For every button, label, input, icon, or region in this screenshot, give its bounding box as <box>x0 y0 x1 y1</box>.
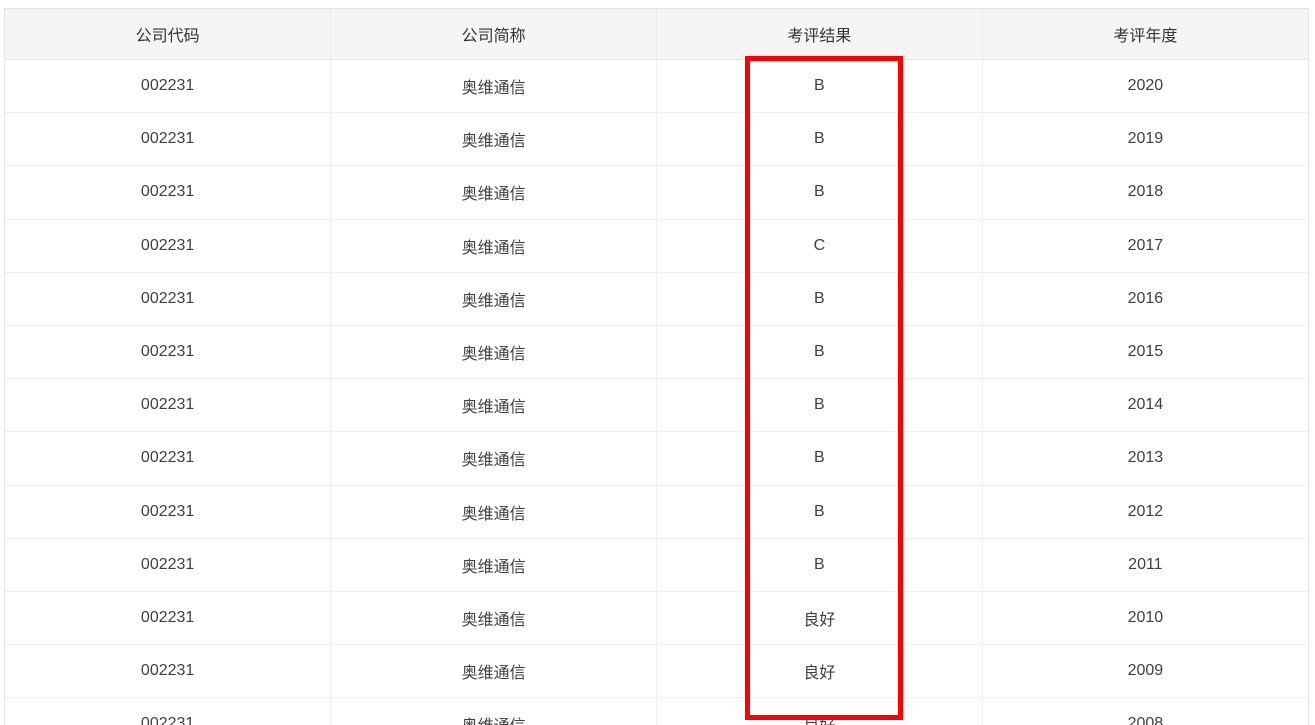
table-body: 002231 奥维通信 B 2020 002231 奥维通信 B 2019 002231 奥维通信… <box>5 59 1308 725</box>
cell-result: B <box>656 538 983 592</box>
cell-code: 002231 <box>5 538 332 592</box>
cell-result: B <box>656 112 983 167</box>
cell-year: 2016 <box>982 272 1308 326</box>
cell-result: C <box>656 219 983 273</box>
table-row: 002231 奥维通信 B 2020 <box>5 59 1308 114</box>
cell-name: 奥维通信 <box>330 485 657 539</box>
cell-result: 良好 <box>656 591 983 646</box>
cell-name: 奥维通信 <box>330 431 657 486</box>
cell-year: 2013 <box>982 431 1308 486</box>
cell-result: B <box>656 485 983 539</box>
cell-result: B <box>656 272 983 326</box>
cell-year: 2010 <box>982 591 1308 646</box>
table-row: 002231 奥维通信 B 2014 <box>5 378 1308 433</box>
cell-result: 良好 <box>656 697 983 725</box>
table-row: 002231 奥维通信 B 2012 <box>5 485 1308 539</box>
column-header-name: 公司简称 <box>330 9 657 60</box>
cell-year: 2020 <box>982 59 1308 114</box>
table-row: 002231 奥维通信 C 2017 <box>5 219 1308 273</box>
cell-code: 002231 <box>5 325 332 380</box>
cell-result: B <box>656 59 983 114</box>
cell-name: 奥维通信 <box>330 538 657 592</box>
cell-result: B <box>656 325 983 380</box>
cell-code: 002231 <box>5 697 332 725</box>
cell-year: 2017 <box>982 219 1308 273</box>
table-row: 002231 奥维通信 B 2013 <box>5 431 1308 486</box>
evaluation-table: 公司代码 公司简称 考评结果 考评年度 002231 奥维通信 B 2020 002231 奥维… <box>4 8 1309 725</box>
cell-result: B <box>656 165 983 220</box>
table-header: 公司代码 公司简称 考评结果 考评年度 <box>5 9 1308 60</box>
cell-year: 2019 <box>982 112 1308 167</box>
cell-code: 002231 <box>5 165 332 220</box>
cell-name: 奥维通信 <box>330 219 657 273</box>
table-row: 002231 奥维通信 良好 2009 <box>5 644 1308 699</box>
table-row: 002231 奥维通信 B 2016 <box>5 272 1308 326</box>
cell-name: 奥维通信 <box>330 112 657 167</box>
cell-year: 2015 <box>982 325 1308 380</box>
cell-code: 002231 <box>5 378 332 433</box>
cell-name: 奥维通信 <box>330 378 657 433</box>
cell-name: 奥维通信 <box>330 272 657 326</box>
cell-code: 002231 <box>5 219 332 273</box>
table-row: 002231 奥维通信 良好 2010 <box>5 591 1308 646</box>
cell-year: 2014 <box>982 378 1308 433</box>
table-row: 002231 奥维通信 B 2019 <box>5 112 1308 167</box>
cell-name: 奥维通信 <box>330 165 657 220</box>
table-row: 002231 奥维通信 B 2015 <box>5 325 1308 380</box>
column-header-code: 公司代码 <box>5 9 332 60</box>
data-table: 公司代码 公司简称 考评结果 考评年度 002231 奥维通信 B 2020 002231 奥维… <box>5 9 1308 725</box>
cell-code: 002231 <box>5 112 332 167</box>
cell-code: 002231 <box>5 59 332 114</box>
cell-name: 奥维通信 <box>330 59 657 114</box>
cell-year: 2009 <box>982 644 1308 699</box>
table-row: 002231 奥维通信 B 2011 <box>5 538 1308 592</box>
cell-name: 奥维通信 <box>330 644 657 699</box>
table-header-row: 公司代码 公司简称 考评结果 考评年度 <box>5 9 1308 60</box>
cell-result: 良好 <box>656 644 983 699</box>
table-row: 002231 奥维通信 B 2018 <box>5 165 1308 220</box>
cell-result: B <box>656 431 983 486</box>
cell-code: 002231 <box>5 272 332 326</box>
cell-name: 奥维通信 <box>330 325 657 380</box>
cell-code: 002231 <box>5 644 332 699</box>
cell-name: 奥维通信 <box>330 697 657 725</box>
cell-code: 002231 <box>5 431 332 486</box>
cell-year: 2008 <box>982 697 1308 725</box>
column-header-year: 考评年度 <box>982 9 1308 60</box>
column-header-result: 考评结果 <box>656 9 983 60</box>
cell-year: 2012 <box>982 485 1308 539</box>
cell-year: 2018 <box>982 165 1308 220</box>
table-row: 002231奥维通信良好2008 <box>5 697 1308 725</box>
cell-result: B <box>656 378 983 433</box>
cell-year: 2011 <box>982 538 1308 592</box>
cell-name: 奥维通信 <box>330 591 657 646</box>
cell-code: 002231 <box>5 485 332 539</box>
cell-code: 002231 <box>5 591 332 646</box>
